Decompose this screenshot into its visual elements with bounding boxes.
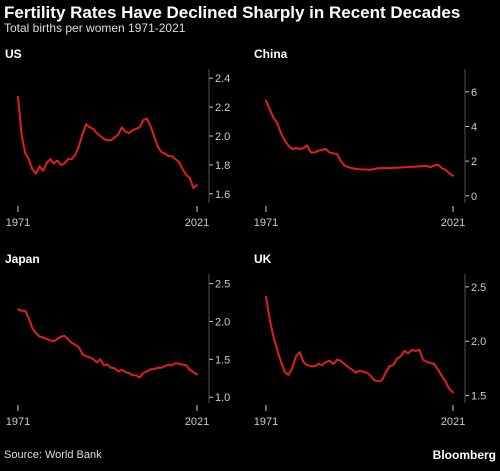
- y-tick-label-us: 1.8: [215, 160, 230, 172]
- y-tick-label-china: 0: [471, 191, 477, 203]
- bloomberg-logo: Bloomberg: [432, 448, 496, 462]
- series-line-japan: [17, 308, 198, 379]
- x-tick-label-japan: 2021: [185, 416, 209, 428]
- y-tick-label-japan: 1.0: [215, 392, 230, 404]
- y-tick-label-uk: 2.5: [471, 282, 486, 294]
- x-tick-label-us: 1971: [6, 217, 30, 229]
- panel-title-china: China: [254, 47, 288, 61]
- panel-title-uk: UK: [254, 252, 272, 266]
- panel-title-us: US: [5, 47, 22, 61]
- y-tick-label-us: 2.2: [215, 102, 230, 114]
- x-tick-label-japan: 1971: [6, 416, 30, 428]
- x-tick-label-us: 2021: [185, 217, 209, 229]
- x-tick-label-uk: 2021: [441, 416, 465, 428]
- series-line-uk: [265, 295, 454, 394]
- series-line-china: [265, 99, 454, 177]
- x-tick-label-china: 1971: [254, 217, 278, 229]
- y-tick-label-japan: 1.5: [215, 354, 230, 366]
- x-tick-label-china: 2021: [441, 217, 465, 229]
- y-tick-label-us: 2.0: [215, 131, 230, 143]
- y-tick-label-uk: 2.0: [471, 336, 486, 348]
- y-tick-label-us: 1.6: [215, 189, 230, 201]
- y-tick-label-china: 4: [471, 121, 477, 133]
- panel-title-japan: Japan: [5, 252, 40, 266]
- y-tick-label-uk: 1.5: [471, 391, 486, 403]
- series-line-us: [17, 96, 198, 189]
- y-tick-label-china: 6: [471, 87, 477, 99]
- y-tick-label-china: 2: [471, 156, 477, 168]
- chart-subtitle: Total births per women 1971-2021: [4, 21, 186, 35]
- y-tick-label-japan: 2.0: [215, 316, 230, 328]
- x-tick-label-uk: 1971: [254, 416, 278, 428]
- y-tick-label-us: 2.4: [215, 73, 230, 85]
- source-note: Source: World Bank: [4, 449, 102, 461]
- chart-title: Fertility Rates Have Declined Sharply in…: [4, 3, 461, 22]
- y-tick-label-japan: 2.5: [215, 279, 230, 291]
